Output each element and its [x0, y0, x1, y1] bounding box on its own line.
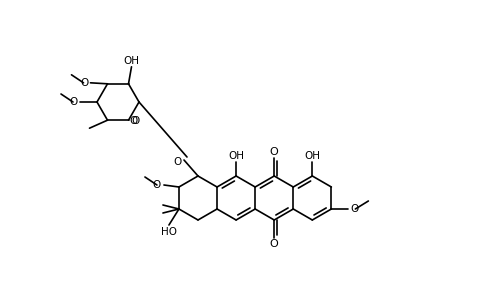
Text: O: O: [350, 204, 359, 214]
Text: O: O: [270, 239, 279, 249]
Text: O: O: [80, 78, 88, 88]
Text: O: O: [131, 116, 140, 126]
Text: HO: HO: [161, 227, 177, 237]
Text: O: O: [153, 180, 161, 190]
Text: O: O: [129, 116, 138, 126]
Text: O: O: [174, 157, 182, 167]
Text: O: O: [270, 147, 279, 157]
Text: OH: OH: [124, 56, 139, 66]
Text: OH: OH: [304, 151, 320, 161]
Text: OH: OH: [228, 151, 244, 161]
Text: O: O: [70, 97, 78, 107]
